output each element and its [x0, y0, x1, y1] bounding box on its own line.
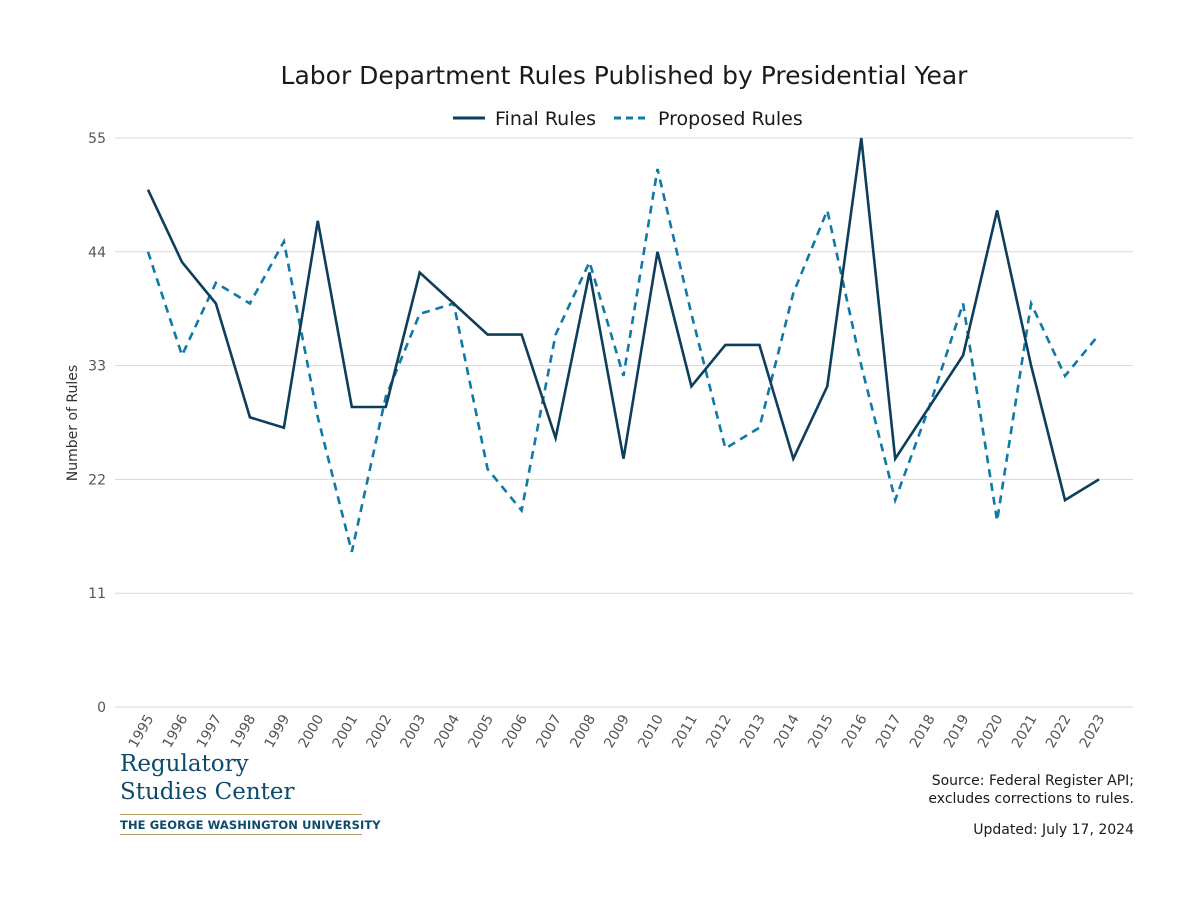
x-axis-ticks: 1995 1996 1997 1998 1999 2000 2001 2002 2003 2004…: [126, 712, 1109, 751]
x-tick-label: 2000: [296, 712, 328, 751]
x-tick-label: 2004: [431, 712, 463, 751]
x-tick-label: 2020: [975, 712, 1007, 751]
series-line-final-rules: [146, 137, 1100, 503]
source-line-2: excludes corrections to rules.: [928, 791, 1134, 807]
x-tick-label: 1997: [194, 712, 226, 751]
logo-line-2: Studies Center: [120, 779, 295, 805]
x-tick-label: 2006: [499, 712, 531, 751]
y-tick-label: 0: [97, 700, 106, 716]
y-tick-label: 44: [88, 245, 106, 261]
updated-date: Updated: July 17, 2024: [973, 822, 1134, 838]
legend-label-final: Final Rules: [495, 108, 596, 130]
x-tick-label: 2023: [1077, 712, 1109, 751]
legend: Final Rules Proposed Rules: [453, 108, 803, 130]
source-line-1: Source: Federal Register API;: [931, 773, 1134, 789]
rsc-logo: Regulatory Studies Center THE GEORGE WAS…: [120, 750, 381, 835]
x-tick-label: 1996: [160, 712, 192, 751]
x-tick-label: 2013: [737, 712, 769, 751]
y-tick-label: 22: [88, 472, 106, 488]
x-tick-label: 2014: [771, 712, 803, 751]
x-tick-label: 2003: [398, 712, 430, 751]
y-tick-label: 55: [88, 131, 106, 147]
x-tick-label: 2017: [873, 712, 905, 751]
y-tick-label: 11: [88, 586, 106, 602]
logo-rule-bottom: [120, 834, 362, 835]
legend-label-proposed: Proposed Rules: [658, 108, 803, 130]
x-tick-label: 2001: [330, 712, 362, 751]
x-tick-label: 2009: [601, 712, 633, 751]
x-tick-label: 2007: [533, 712, 565, 751]
x-tick-label: 2005: [465, 712, 497, 751]
x-tick-label: 2012: [703, 712, 735, 751]
source-note: Source: Federal Register API; excludes c…: [928, 772, 1134, 808]
x-tick-label: 1998: [228, 712, 260, 751]
logo-university: THE GEORGE WASHINGTON UNIVERSITY: [120, 818, 381, 832]
x-tick-label: 2016: [839, 712, 871, 751]
x-tick-label: 2015: [805, 712, 837, 751]
y-axis-ticks: 0 11 22 33 44 55: [88, 131, 106, 716]
y-axis-label: Number of Rules: [65, 365, 81, 481]
series-line-proposed-rules: [146, 168, 1101, 553]
x-tick-label: 2010: [635, 712, 667, 751]
x-tick-label: 2021: [1009, 712, 1041, 751]
x-tick-label: 1999: [262, 712, 294, 751]
x-tick-label: 2008: [567, 712, 599, 751]
chart-title: Labor Department Rules Published by Pres…: [281, 61, 969, 90]
series-lines: [146, 137, 1101, 553]
x-tick-label: 2002: [364, 712, 396, 751]
x-tick-label: 1995: [126, 712, 158, 751]
logo-rule-top: [120, 814, 362, 815]
x-tick-label: 2019: [941, 712, 973, 751]
x-tick-label: 2011: [669, 712, 701, 751]
logo-line-1: Regulatory: [120, 751, 249, 777]
y-tick-label: 33: [88, 359, 106, 375]
x-tick-label: 2018: [907, 712, 939, 751]
x-tick-label: 2022: [1043, 712, 1075, 751]
